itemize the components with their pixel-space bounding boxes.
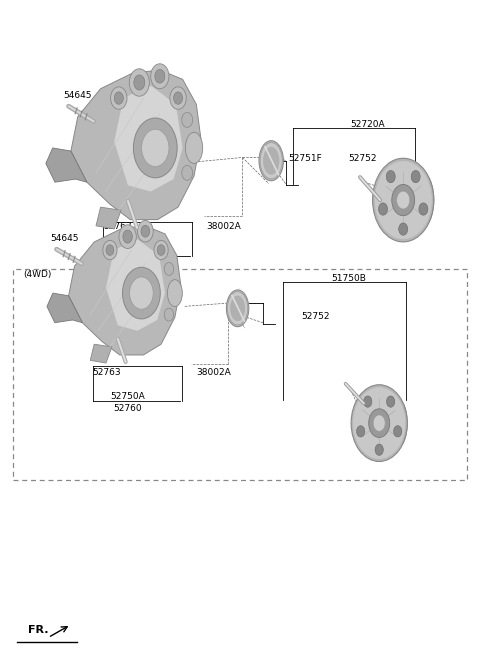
Circle shape xyxy=(369,409,390,438)
Circle shape xyxy=(396,191,410,209)
Ellipse shape xyxy=(168,279,182,306)
Text: 52760: 52760 xyxy=(125,255,154,264)
Ellipse shape xyxy=(263,147,279,174)
Circle shape xyxy=(364,396,372,407)
Polygon shape xyxy=(96,207,121,229)
Circle shape xyxy=(164,308,174,321)
Circle shape xyxy=(119,225,136,249)
Text: 52752: 52752 xyxy=(348,154,376,163)
Circle shape xyxy=(123,230,132,243)
Circle shape xyxy=(379,203,387,215)
Circle shape xyxy=(351,384,407,462)
Polygon shape xyxy=(71,70,201,220)
Polygon shape xyxy=(90,344,112,363)
Text: 51750B: 51750B xyxy=(331,274,366,283)
Circle shape xyxy=(182,112,192,127)
Text: 52751F: 52751F xyxy=(288,154,322,163)
Ellipse shape xyxy=(260,142,282,179)
Circle shape xyxy=(374,161,432,239)
Circle shape xyxy=(386,171,395,183)
Ellipse shape xyxy=(259,140,283,181)
Polygon shape xyxy=(69,226,181,355)
Ellipse shape xyxy=(227,290,249,327)
Text: 52763: 52763 xyxy=(93,368,121,377)
Text: FR.: FR. xyxy=(28,625,48,635)
Ellipse shape xyxy=(185,133,203,163)
Circle shape xyxy=(141,225,150,237)
Text: (4WD): (4WD) xyxy=(23,270,51,279)
Circle shape xyxy=(182,165,192,180)
Circle shape xyxy=(151,64,169,89)
Circle shape xyxy=(110,87,127,110)
Ellipse shape xyxy=(228,292,248,325)
Circle shape xyxy=(134,75,145,90)
Text: 54645: 54645 xyxy=(50,234,79,243)
Circle shape xyxy=(154,240,168,260)
Text: 38002A: 38002A xyxy=(196,368,230,377)
Circle shape xyxy=(174,92,182,104)
Polygon shape xyxy=(47,293,83,323)
Circle shape xyxy=(155,70,165,83)
Text: 52760: 52760 xyxy=(113,403,142,413)
Circle shape xyxy=(357,426,365,437)
Circle shape xyxy=(130,277,153,309)
Circle shape xyxy=(106,245,114,255)
Text: 52750A: 52750A xyxy=(110,392,144,401)
Circle shape xyxy=(133,118,177,178)
Circle shape xyxy=(399,223,408,236)
Bar xyxy=(13,269,467,480)
Circle shape xyxy=(122,267,160,319)
Circle shape xyxy=(103,240,117,260)
Polygon shape xyxy=(114,85,182,192)
Ellipse shape xyxy=(385,398,407,449)
Circle shape xyxy=(373,415,385,431)
Circle shape xyxy=(114,92,123,104)
Circle shape xyxy=(392,184,415,216)
Polygon shape xyxy=(106,239,165,331)
Circle shape xyxy=(137,220,153,242)
Circle shape xyxy=(164,262,174,276)
Circle shape xyxy=(142,129,169,167)
Circle shape xyxy=(129,69,149,96)
Circle shape xyxy=(419,203,428,215)
Ellipse shape xyxy=(230,295,245,321)
Circle shape xyxy=(375,444,384,455)
Text: 54645: 54645 xyxy=(63,91,92,100)
Text: 52752: 52752 xyxy=(301,312,330,321)
Circle shape xyxy=(386,396,395,407)
Text: 52720A: 52720A xyxy=(350,120,385,129)
Text: 38002A: 38002A xyxy=(206,222,241,231)
Polygon shape xyxy=(46,148,87,182)
Circle shape xyxy=(170,87,186,110)
Circle shape xyxy=(394,426,402,437)
Circle shape xyxy=(353,387,406,459)
Circle shape xyxy=(411,171,420,183)
Circle shape xyxy=(372,158,434,242)
Ellipse shape xyxy=(409,173,434,228)
Circle shape xyxy=(157,245,165,255)
Text: 52763: 52763 xyxy=(103,222,132,231)
Text: 52750A: 52750A xyxy=(122,243,156,253)
